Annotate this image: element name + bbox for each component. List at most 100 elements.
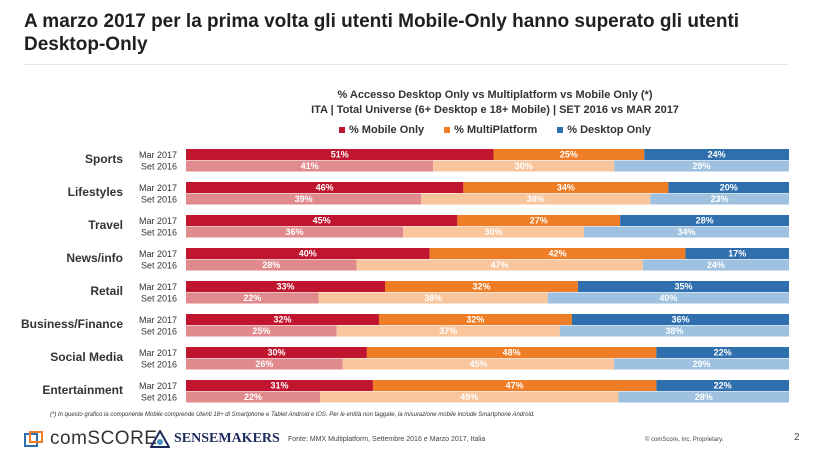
data-label: 26% (255, 359, 273, 369)
period-label: Set 2016 (141, 261, 177, 271)
legend-item-desktop: % Desktop Only (557, 124, 651, 136)
chart-title-line: % Accesso Desktop Only vs Multiplatform … (337, 89, 653, 101)
category-label-retail: Retail (90, 284, 123, 298)
category-label-business-finance: Business/Finance (21, 317, 123, 331)
data-label: 34% (677, 227, 695, 237)
bar-segment-multiplatform (336, 325, 560, 337)
data-label: 41% (301, 161, 319, 171)
sensemakers-logo-icon (150, 430, 170, 448)
footnote: (*) In questo grafico la componente Mobi… (50, 412, 535, 418)
data-label: 32% (466, 315, 484, 325)
period-label: Set 2016 (141, 360, 177, 370)
bar-segment-multiplatform (403, 226, 584, 238)
bar-segment-mobile (186, 281, 385, 292)
period-label: Mar 2017 (139, 348, 177, 358)
data-label: 28% (696, 216, 714, 226)
period-label: Mar 2017 (139, 249, 177, 259)
category-label-travel: Travel (88, 218, 123, 232)
bar-segment-mobile (186, 314, 379, 325)
data-label: 27% (530, 216, 548, 226)
data-label: 38% (527, 194, 545, 204)
bar-segment-desktop (618, 391, 789, 403)
comscore-logo-icon (24, 431, 43, 447)
legend-swatch-multiplatform (444, 127, 451, 133)
category-label-sports: Sports (85, 152, 123, 166)
legend-item-multiplatform: % MultiPlatform (444, 124, 537, 136)
data-label: 22% (714, 348, 732, 358)
data-label: 29% (693, 161, 711, 171)
bar-segment-desktop (583, 226, 789, 238)
legend-label-mobile: % Mobile Only (348, 124, 425, 136)
data-label: 28% (695, 392, 713, 402)
chart-subtitle-line: ITA | Total Universe (6+ Desktop e 18+ M… (311, 104, 679, 116)
title-divider (24, 64, 789, 65)
bar-segment-mobile (186, 149, 494, 160)
bar-segment-desktop (685, 248, 789, 259)
data-label: 30% (267, 348, 285, 358)
bar-segment-mobile (186, 325, 337, 337)
bar-segment-desktop (547, 292, 789, 304)
data-label: 40% (659, 293, 677, 303)
legend-swatch-mobile (338, 127, 345, 133)
period-label: Set 2016 (141, 228, 177, 238)
data-label: 29% (693, 359, 711, 369)
bar-segment-desktop (656, 380, 789, 391)
data-label: 33% (276, 282, 294, 292)
bar-segment-multiplatform (356, 259, 643, 271)
bar-segment-multiplatform (463, 182, 669, 193)
period-label: Set 2016 (141, 195, 177, 205)
category-label-social-media: Social Media (50, 350, 123, 364)
bar-segment-mobile (186, 347, 367, 358)
bar-segment-mobile (186, 193, 422, 205)
data-label: 24% (708, 150, 726, 160)
category-label-lifestyles: Lifestyles (68, 185, 124, 199)
bar-segment-multiplatform (318, 292, 548, 304)
period-label: Mar 2017 (139, 150, 177, 160)
data-label: 42% (549, 249, 567, 259)
data-label: 36% (286, 227, 304, 237)
data-label: 25% (252, 326, 270, 336)
page-title: A marzo 2017 per la prima volta gli uten… (24, 11, 740, 55)
page-number: 2 (794, 432, 800, 443)
data-label: 22% (243, 293, 261, 303)
data-label: 47% (491, 260, 509, 270)
data-label: 30% (485, 227, 503, 237)
bar-segment-mobile (186, 391, 320, 403)
data-label: 25% (560, 150, 578, 160)
comscore-logo: comSCORE. (24, 428, 163, 450)
legend-label-multiplatform: % MultiPlatform (454, 124, 538, 136)
bar-segment-mobile (186, 380, 373, 391)
data-label: 22% (714, 381, 732, 391)
sensemakers-logo-text: SENSEMAKERS (174, 431, 280, 446)
bar-segment-mobile (186, 215, 458, 226)
bar-segment-desktop (650, 193, 789, 205)
period-label: Mar 2017 (139, 183, 177, 193)
category-label-entertainment: Entertainment (42, 383, 123, 397)
chart-legend: % Mobile Only % MultiPlatform % Desktop … (200, 124, 790, 136)
period-label: Mar 2017 (139, 216, 177, 226)
stacked-bar-chart: Sports Mar 2017 51% 25% 24% Set 2016 41% 30% 29%… (21, 149, 789, 403)
bar-segment-multiplatform (378, 314, 572, 325)
data-label: 38% (424, 293, 442, 303)
period-label: Mar 2017 (139, 315, 177, 325)
bar-segment-desktop (668, 182, 789, 193)
bar-segment-desktop (620, 215, 789, 226)
bar-segment-desktop (614, 160, 789, 172)
bar-segment-multiplatform (366, 347, 657, 358)
bar-segment-multiplatform (372, 380, 657, 391)
data-label: 45% (313, 216, 331, 226)
data-label: 47% (506, 381, 524, 391)
data-label: 28% (262, 260, 280, 270)
data-label: 39% (295, 194, 313, 204)
data-label: 40% (299, 249, 317, 259)
legend-item-mobile: % Mobile Only (338, 124, 425, 136)
comscore-logo-text: comSCORE. (50, 428, 164, 449)
bar-segment-multiplatform (457, 215, 621, 226)
period-label: Mar 2017 (139, 381, 177, 391)
bar-segment-desktop (614, 358, 789, 370)
data-label: 23% (711, 194, 729, 204)
bar-segment-desktop (571, 314, 789, 325)
bar-segment-desktop (577, 281, 789, 292)
period-label: Set 2016 (141, 162, 177, 172)
data-label: 20% (720, 183, 738, 193)
